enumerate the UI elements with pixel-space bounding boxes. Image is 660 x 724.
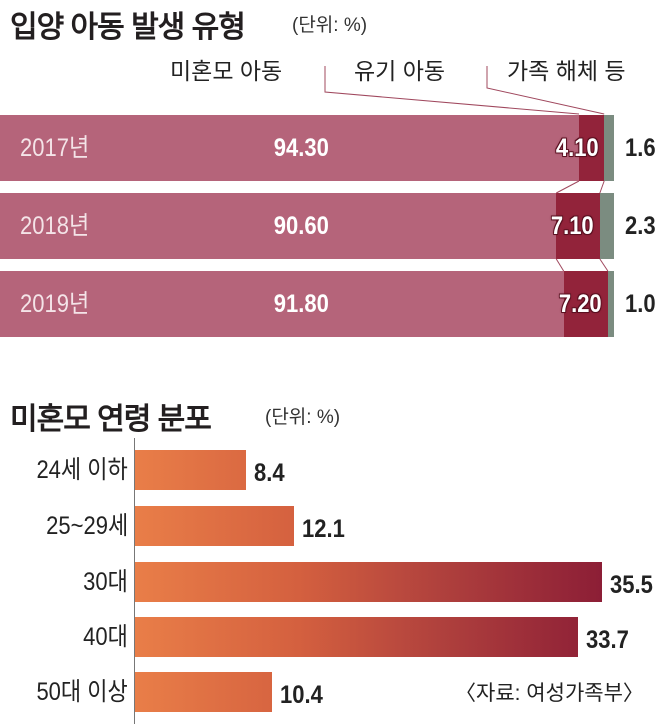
chart1-title: 입양 아동 발생 유형 [10,11,246,44]
bar-segment-abandoned [556,193,600,259]
value-label-family-breakup: 1.0 [625,290,656,318]
value-label: 33.7 [586,626,630,654]
category-label: 50대 이상 [36,678,128,706]
chart1-unit: (단위: %) [292,15,368,36]
value-label: 10.4 [279,681,323,709]
stacked-bar-row: 2017년 94.30 4.10 [0,115,614,181]
bar-segment-abandoned [563,271,608,337]
connector-between-rows [599,180,605,194]
value-label-unwed-mother: 94.30 [273,134,329,162]
value-label-family-breakup: 2.3 [625,212,656,240]
value-label-unwed-mother: 90.60 [273,212,329,240]
legend-family-breakup: 가족 해체 등 [507,58,626,84]
category-label: 40대 [83,623,128,651]
category-label: 24세 이하 [36,456,128,484]
bar-segment-family-breakup [599,193,614,259]
connector-between-rows [555,258,565,272]
year-label: 2017년 [20,134,90,162]
value-label-abandoned: 7.10 [551,212,594,240]
chart2-unit: (단위: %) [265,407,341,428]
category-label: 25~29세 [45,512,128,540]
value-label-unwed-mother: 91.80 [273,290,329,318]
value-label-abandoned: 7.20 [559,290,602,318]
value-label: 8.4 [253,459,285,487]
connector-between-rows [599,258,609,272]
bar-segment-abandoned [579,115,605,181]
year-label: 2019년 [20,290,90,318]
value-label: 12.1 [302,515,346,543]
legend-unwed-mother-children: 미혼모 아동 [170,58,283,84]
category-label: 30대 [83,568,128,596]
age-bar [135,506,295,546]
source-note: 〈자료: 여성가족부〉 [455,682,644,705]
bar-segment-unwed-mother [0,115,579,181]
stacked-bar-row: 2019년 91.80 7.20 [0,271,614,337]
connector-between-rows [556,180,580,194]
value-label: 35.5 [610,571,653,599]
bar-segment-unwed-mother [0,193,557,259]
year-label: 2018년 [20,212,90,240]
age-bar [135,672,272,712]
age-bar [135,562,602,602]
age-bar [135,450,246,490]
y-axis-line [134,438,135,724]
age-bar [135,617,579,657]
legend-abandoned-children: 유기 아동 [354,58,446,84]
bar-segment-family-breakup [607,271,614,337]
bar-segment-unwed-mother [0,271,564,337]
value-label-family-breakup: 1.6 [625,134,656,162]
bar-segment-family-breakup [604,115,614,181]
value-label-abandoned: 4.10 [555,134,599,162]
chart2-title: 미혼모 연령 분포 [10,403,212,436]
stacked-bar-row: 2018년 90.60 7.10 [0,193,614,259]
